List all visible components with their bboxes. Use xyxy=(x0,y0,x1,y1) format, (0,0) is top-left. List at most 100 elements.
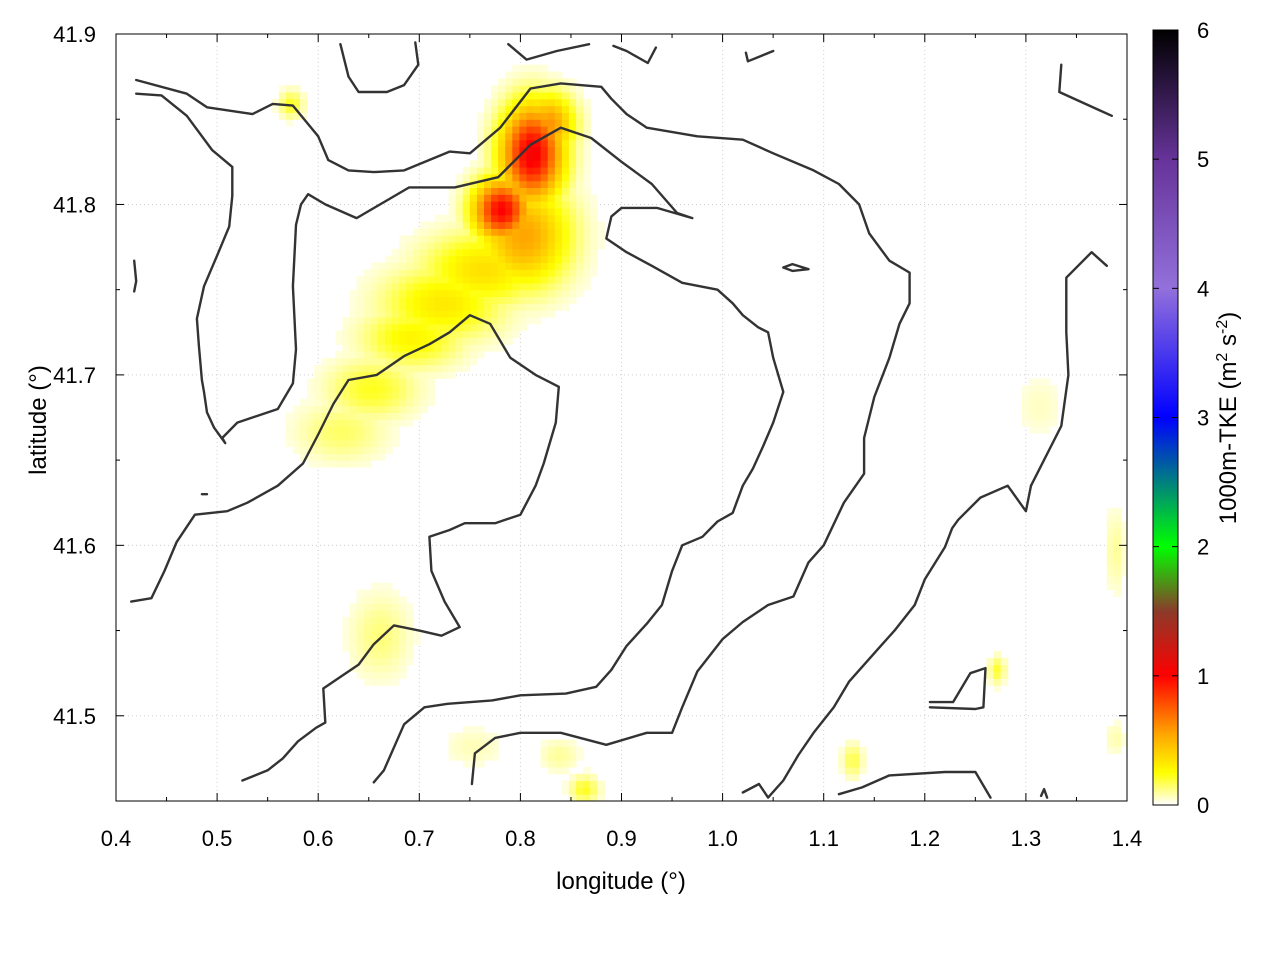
heat-cell xyxy=(363,596,372,604)
heat-cell xyxy=(377,276,386,284)
heat-cell xyxy=(505,214,513,223)
heat-cell xyxy=(533,276,542,284)
heat-cell xyxy=(554,160,563,168)
heat-cell xyxy=(568,296,577,304)
heat-cell xyxy=(590,214,598,223)
heat-cell xyxy=(1113,535,1122,543)
heat-cell xyxy=(491,180,499,188)
heat-cell xyxy=(512,85,520,93)
heat-cell xyxy=(392,296,400,304)
heat-cell xyxy=(1113,521,1122,529)
heat-cell xyxy=(533,98,542,107)
heat-cell xyxy=(986,678,995,686)
heat-cell xyxy=(469,241,478,250)
heat-cell xyxy=(561,214,570,223)
plot-area xyxy=(116,34,1127,801)
heat-cell xyxy=(462,248,471,257)
heat-cell xyxy=(1113,541,1122,550)
heat-cell xyxy=(512,276,520,284)
heat-cell xyxy=(328,453,336,461)
heat-cell xyxy=(363,664,372,673)
heat-cell xyxy=(356,412,365,420)
heat-cell xyxy=(314,405,322,413)
heat-cell xyxy=(314,385,322,393)
heat-cell xyxy=(448,344,457,352)
heat-cell xyxy=(484,119,492,127)
heat-cell xyxy=(434,337,443,345)
heat-cell xyxy=(512,105,520,114)
heat-cell xyxy=(533,153,542,161)
heat-cell xyxy=(526,146,535,154)
heat-cell xyxy=(455,194,464,202)
heat-cell xyxy=(335,460,344,468)
heat-cell xyxy=(1021,412,1030,420)
contour-fragment xyxy=(1058,63,1114,118)
heat-cell xyxy=(476,310,485,318)
heat-cell xyxy=(526,78,535,86)
heat-cell xyxy=(377,678,386,686)
heat-cell xyxy=(519,262,528,270)
heat-cell xyxy=(462,344,471,352)
heat-cell xyxy=(540,310,549,318)
heat-cell xyxy=(285,426,294,434)
heat-cell xyxy=(384,671,393,679)
heat-cell xyxy=(519,98,528,107)
heat-cell xyxy=(1043,391,1051,400)
heat-cell xyxy=(512,166,520,175)
heat-cell xyxy=(434,262,443,270)
heat-cell xyxy=(342,330,351,338)
heat-cell xyxy=(859,746,867,754)
heat-cell xyxy=(455,310,464,318)
heat-cell xyxy=(349,637,358,645)
heat-cell xyxy=(561,760,570,768)
heat-cell xyxy=(554,746,563,754)
heat-cell xyxy=(441,235,450,243)
heat-cell xyxy=(505,126,513,134)
heat-cell xyxy=(1036,391,1044,400)
heat-cell xyxy=(307,391,315,400)
heat-cell xyxy=(356,630,365,638)
heat-cell xyxy=(285,85,294,93)
heat-cell xyxy=(540,112,549,120)
heat-cell xyxy=(434,289,443,298)
heat-cell xyxy=(844,753,853,761)
y-tick-label: 41.7 xyxy=(53,363,96,388)
heat-cell xyxy=(512,126,520,134)
heat-cell xyxy=(590,221,598,229)
heat-cell xyxy=(392,603,400,611)
heat-cell xyxy=(455,282,464,291)
heat-cell xyxy=(370,310,379,318)
heat-cell xyxy=(505,78,513,86)
x-tick-label: 0.8 xyxy=(505,826,536,851)
heat-cell xyxy=(852,760,860,768)
heat-cell xyxy=(441,262,450,270)
heat-cell xyxy=(469,235,478,243)
heat-cell xyxy=(561,173,570,182)
heat-cell xyxy=(399,391,407,400)
heat-cell xyxy=(526,296,535,304)
heat-cell xyxy=(519,235,528,243)
heat-cell xyxy=(406,255,414,263)
heat-cell xyxy=(441,276,450,284)
heat-cell xyxy=(292,405,301,413)
heat-cell xyxy=(392,364,400,373)
heat-cell xyxy=(434,221,443,229)
heat-cell xyxy=(533,214,542,223)
axis-ticks: 0.4 0.5 0.6 0.7 0.8 0.9 1.0 1.1 1.2 1.3 1.441.541.… xyxy=(53,22,1142,851)
heat-cell xyxy=(986,671,995,679)
heat-cell xyxy=(392,391,400,400)
heat-cell xyxy=(519,78,528,86)
heat-cell xyxy=(540,235,549,243)
heat-cell xyxy=(505,221,513,229)
heat-cell xyxy=(434,255,443,263)
heat-cell xyxy=(285,412,294,420)
heat-cell xyxy=(547,753,556,761)
heat-cell xyxy=(469,739,478,748)
heat-cell xyxy=(526,276,535,284)
heat-cell xyxy=(491,753,499,761)
heat-cell xyxy=(512,323,520,332)
heat-cell xyxy=(547,91,556,100)
heat-cell xyxy=(370,364,379,373)
heat-cell xyxy=(568,160,577,168)
heat-cell xyxy=(399,235,407,243)
